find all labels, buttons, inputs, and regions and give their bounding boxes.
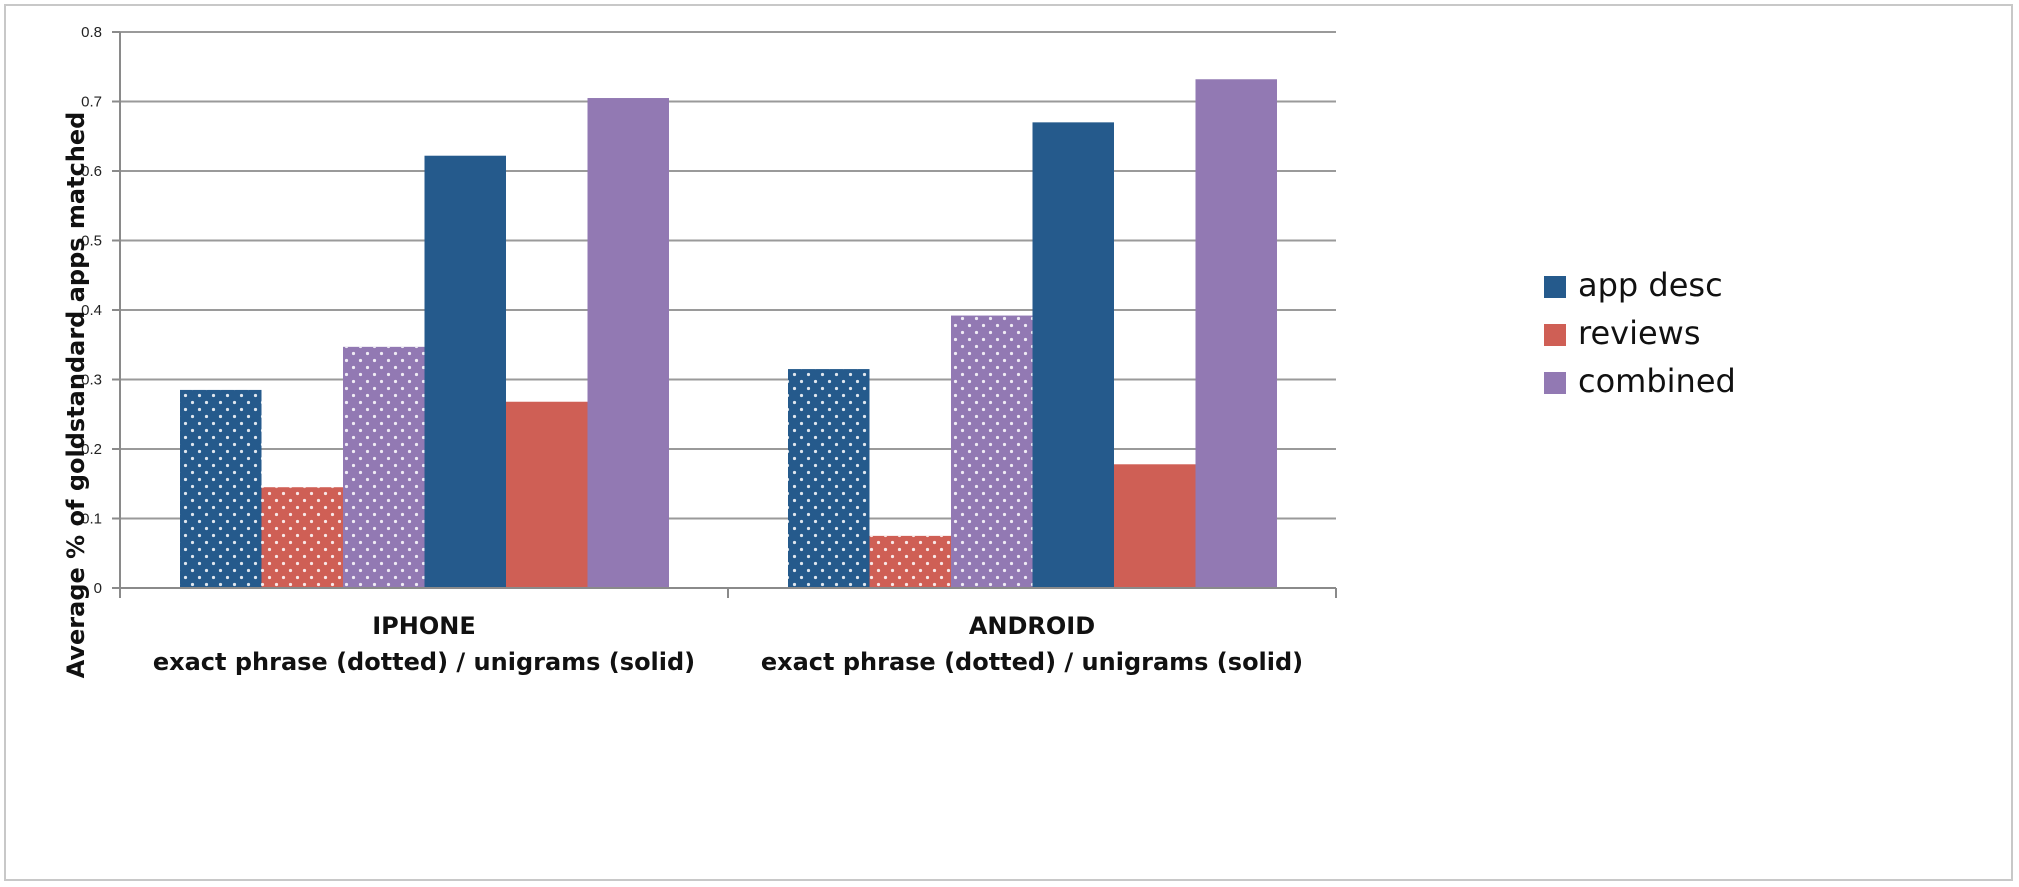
legend-swatch-combined bbox=[1544, 372, 1566, 394]
axes bbox=[112, 31, 1337, 598]
bar-android-app-desc-solid bbox=[1032, 122, 1114, 588]
legend: app desc reviews combined bbox=[1544, 266, 1736, 400]
category-subtitle: exact phrase (dotted) / unigrams (solid) bbox=[153, 648, 695, 676]
y-axis-label: Average % of goldstandard apps matched bbox=[62, 112, 90, 679]
category-labels: IPHONE exact phrase (dotted) / unigrams (… bbox=[153, 612, 1303, 676]
bar-dot-pattern-android-reviews bbox=[869, 535, 951, 588]
bar-iphone-reviews-solid bbox=[506, 401, 588, 588]
bar-dot-pattern-android-app-desc bbox=[788, 369, 870, 588]
bars bbox=[180, 79, 1277, 589]
bar-dot-pattern-iphone-combined bbox=[343, 346, 425, 588]
y-tick-label: 0.3 bbox=[81, 372, 102, 389]
bar-android-reviews-solid bbox=[1114, 464, 1196, 588]
y-tick-label: 0.4 bbox=[81, 302, 102, 319]
legend-label: reviews bbox=[1578, 314, 1701, 352]
y-tick-label: 0 bbox=[94, 580, 102, 597]
category-title: IPHONE bbox=[372, 612, 476, 640]
y-tick-label: 0.2 bbox=[81, 441, 102, 458]
bar-iphone-combined-solid bbox=[587, 98, 669, 589]
category-title: ANDROID bbox=[969, 612, 1095, 640]
category-subtitle: exact phrase (dotted) / unigrams (solid) bbox=[761, 648, 1303, 676]
y-tick-label: 0.8 bbox=[81, 24, 102, 41]
bar-dot-pattern-android-combined bbox=[951, 315, 1033, 588]
legend-label: app desc bbox=[1578, 266, 1723, 304]
y-tick-label: 0.6 bbox=[81, 163, 102, 180]
legend-swatch-reviews bbox=[1544, 324, 1566, 346]
gridlines bbox=[120, 31, 1336, 520]
y-tick-label: 0.1 bbox=[81, 511, 102, 528]
legend-swatch-app-desc bbox=[1544, 276, 1566, 298]
bar-iphone-app-desc-solid bbox=[424, 155, 506, 588]
bar-android-combined-solid bbox=[1195, 79, 1277, 588]
legend-label: combined bbox=[1578, 362, 1736, 400]
bar-dot-pattern-iphone-app-desc bbox=[180, 389, 262, 588]
y-tick-label: 0.7 bbox=[81, 94, 102, 111]
bar-dot-pattern-iphone-reviews bbox=[261, 487, 343, 588]
y-tick-label: 0.5 bbox=[81, 233, 102, 250]
y-tick-labels: 0 0.1 0.2 0.3 0.4 0.5 0.6 0.7 0.8 bbox=[81, 24, 102, 597]
